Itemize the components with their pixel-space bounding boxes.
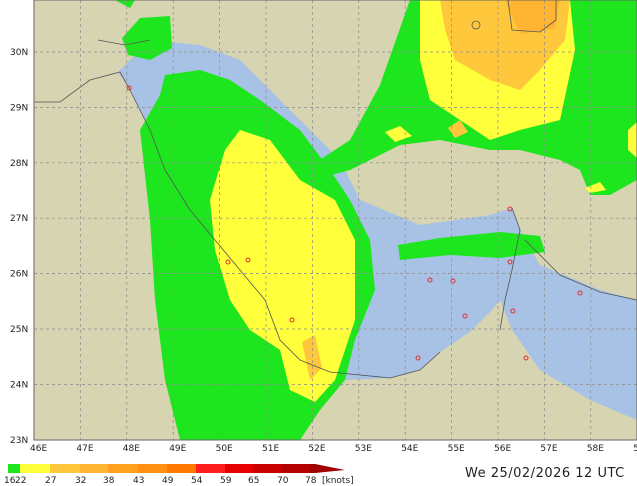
legend-color-swatch [80, 464, 108, 473]
lat-label: 30N [10, 48, 28, 58]
map-frame [33, 0, 637, 441]
legend-tick-label: 43 [133, 476, 144, 486]
legend-color-swatch [282, 464, 310, 473]
lon-label: 54E [401, 444, 418, 454]
lat-label: 25N [10, 325, 28, 335]
lon-label: 50E [216, 444, 233, 454]
legend-tick-label: 22 [15, 476, 26, 486]
legend-arrow [315, 464, 345, 473]
wind-fill-32 [505, 0, 560, 34]
legend-tick-label: 70 [277, 476, 289, 486]
legend-color-swatch [253, 464, 282, 473]
lat-label: 29N [10, 103, 28, 113]
lon-label: 48E [123, 444, 140, 454]
legend-color-swatch [50, 464, 80, 473]
lon-label: 52E [308, 444, 325, 454]
lon-label: 59 [633, 444, 637, 454]
legend-color-swatch [225, 464, 253, 473]
lon-label: 46E [30, 444, 47, 454]
legend-tick-label: 38 [103, 476, 115, 486]
lon-label: 56E [494, 444, 511, 454]
legend-tick-label: 16 [4, 476, 16, 486]
lon-label: 57E [540, 444, 557, 454]
city-markers [126, 85, 583, 361]
legend-color-swatch [167, 464, 196, 473]
wind-map: 30N 29N 28N 27N 26N 25N 24N 23N 46E 47E 48E 49E 50E… [10, 0, 637, 454]
lat-label: 28N [10, 159, 28, 169]
lat-label: 24N [10, 380, 28, 390]
lon-label: 53E [355, 444, 372, 454]
graticule [34, 0, 637, 440]
legend-color-swatch [310, 464, 315, 473]
legend-tick-label: 27 [45, 476, 56, 486]
legend-unit: [knots] [322, 476, 354, 486]
legend-tick-label: 78 [305, 476, 317, 486]
legend-color-swatch [8, 464, 20, 473]
lon-label: 51E [262, 444, 279, 454]
legend-tick-label: 54 [191, 476, 203, 486]
lon-label: 47E [76, 444, 93, 454]
legend-color-swatch [20, 464, 50, 473]
lat-label: 23N [10, 436, 28, 446]
legend-color-swatch [108, 464, 138, 473]
lon-label: 55E [448, 444, 465, 454]
coastlines [34, 0, 637, 379]
lat-label: 27N [10, 214, 28, 224]
legend-tick-label: 49 [162, 476, 174, 486]
lat-label: 26N [10, 270, 28, 280]
valid-time: We 25/02/2026 12 UTC [465, 466, 625, 481]
lon-label: 49E [169, 444, 186, 454]
legend-tick-label: 32 [75, 476, 86, 486]
legend-tick-label: 59 [220, 476, 232, 486]
legend-color-swatch [138, 464, 167, 473]
legend-tick-label: 65 [248, 476, 259, 486]
lon-label: 58E [587, 444, 604, 454]
wind-legend: 16 22 27 32 38 43 49 54 59 65 70 78 [knots] [4, 464, 354, 486]
legend-color-swatch [196, 464, 225, 473]
